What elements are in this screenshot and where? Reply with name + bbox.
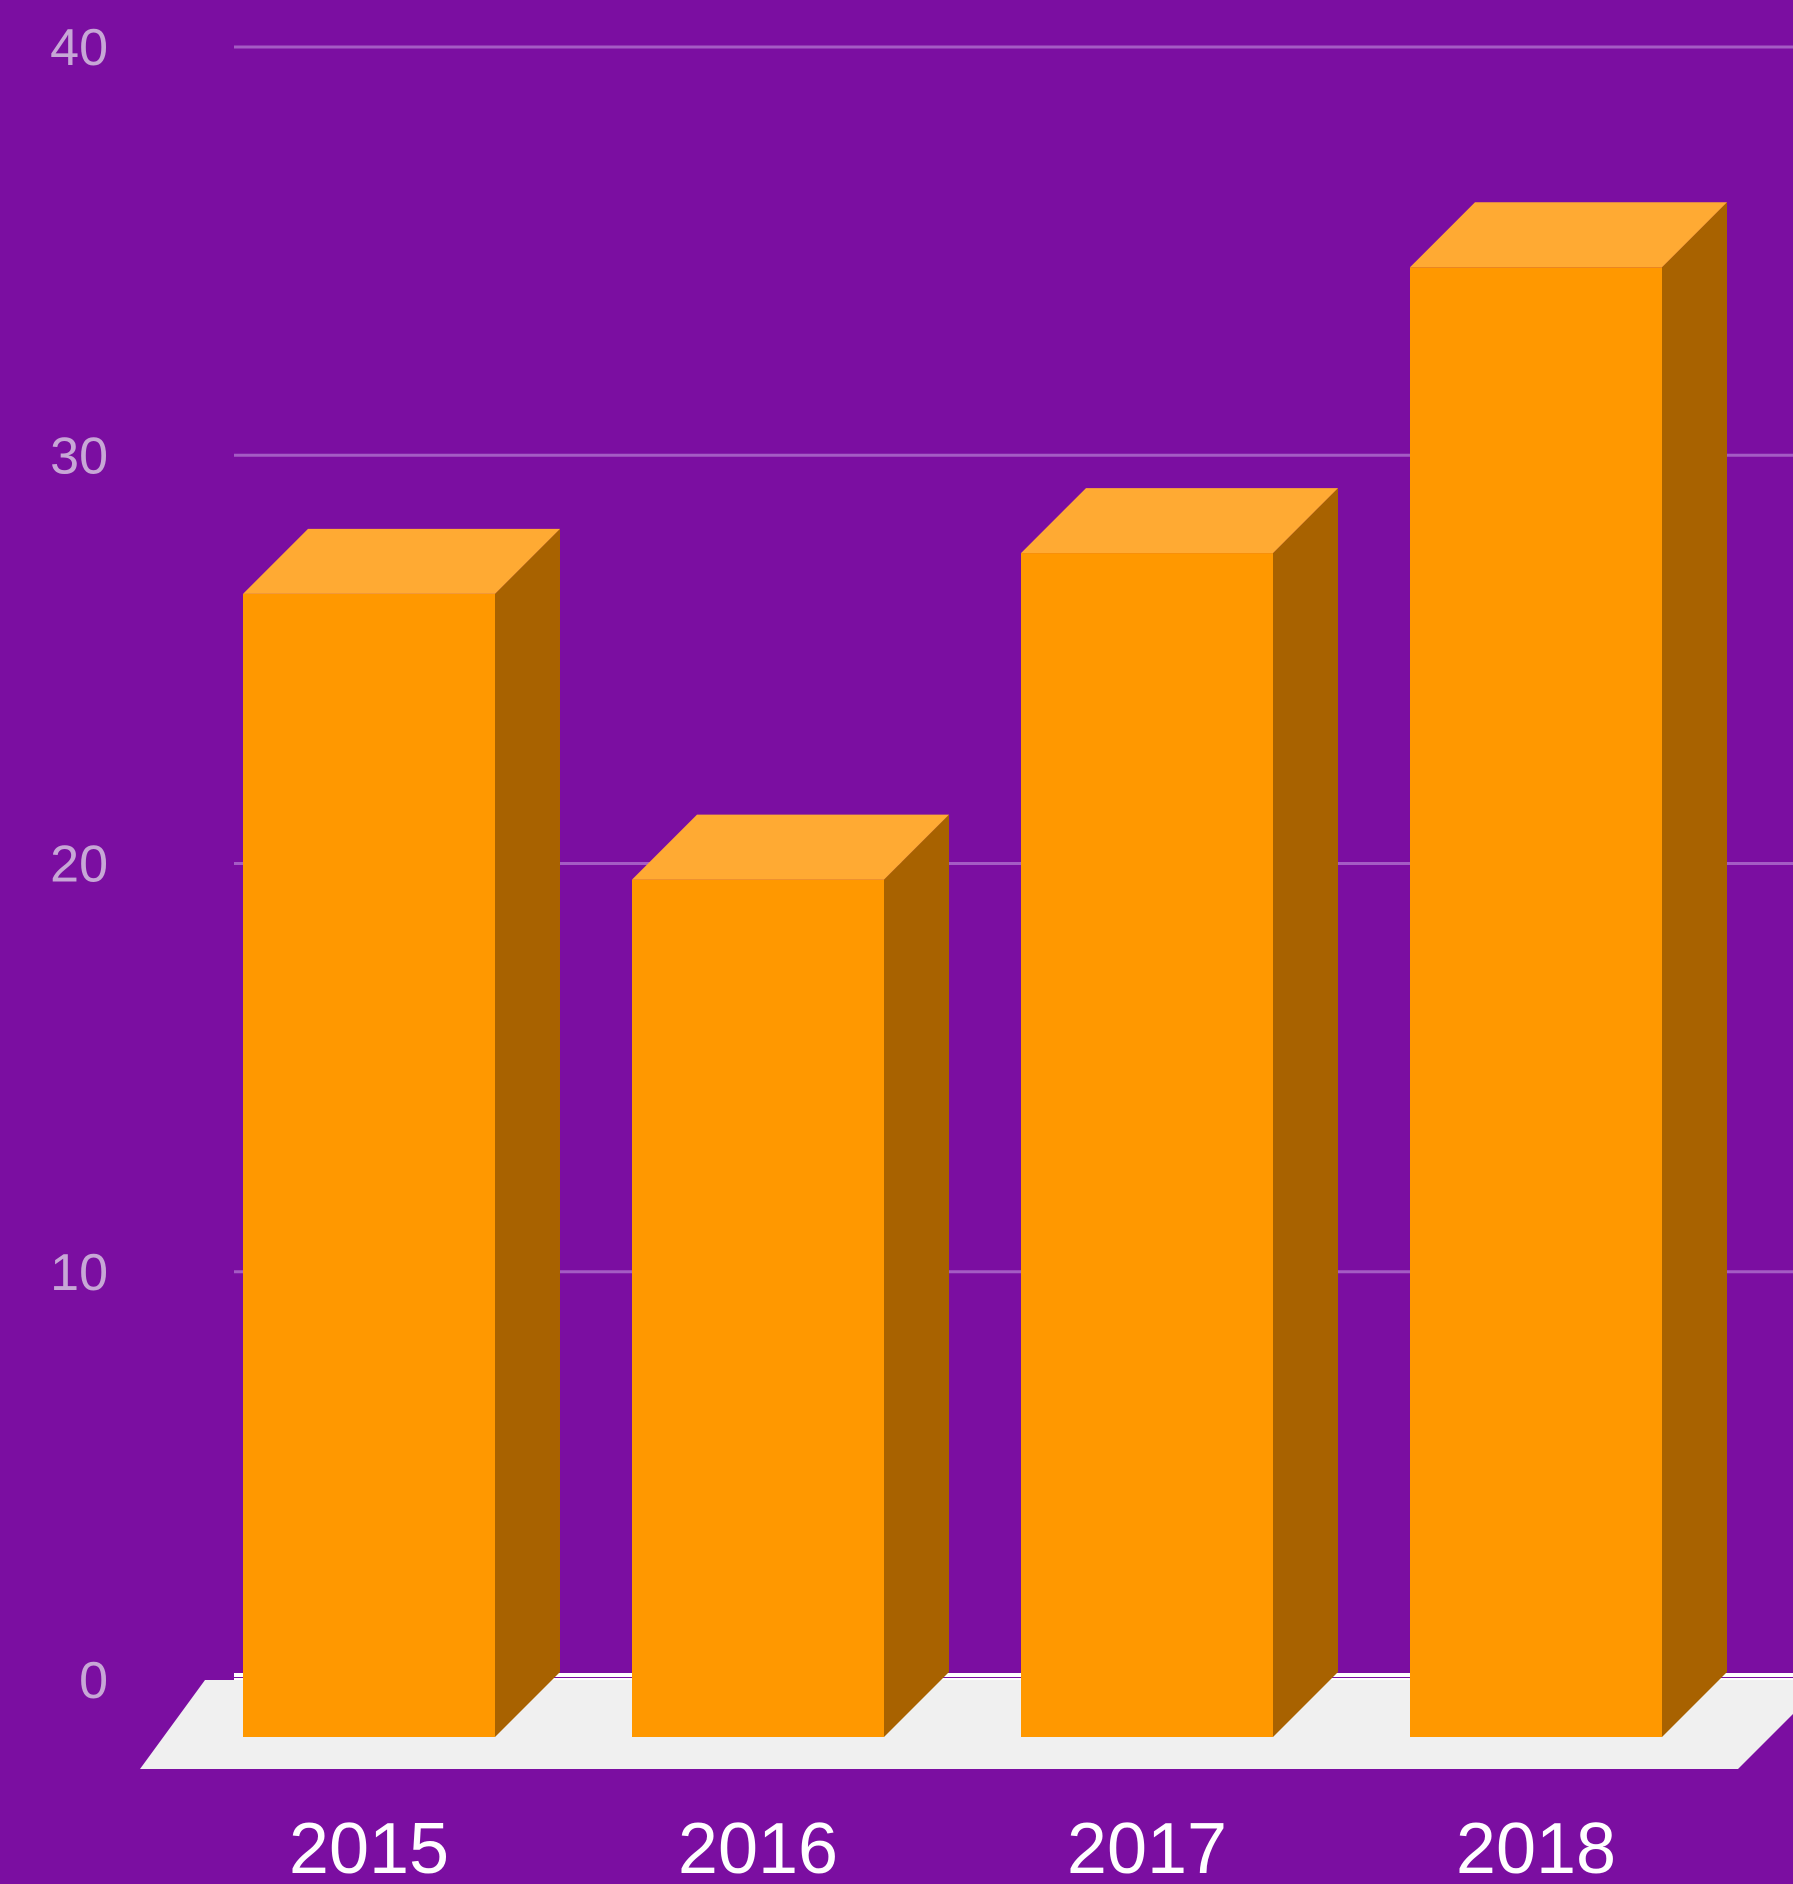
x-tick-label: 2016 [678, 1809, 838, 1879]
bar-2017 [1021, 488, 1338, 1738]
y-tick-label: 0 [79, 1652, 108, 1710]
bar-2015 [243, 528, 560, 1737]
x-tick-label: 2015 [289, 1809, 449, 1879]
chart-floor [140, 1680, 1793, 1769]
bar-side-2018 [1662, 202, 1727, 1737]
x-tick-label: 2018 [1456, 1809, 1616, 1879]
bar-front-2016 [632, 879, 884, 1737]
y-axis: 0 10 20 30 40 [50, 19, 108, 1710]
bar-top-2015 [243, 528, 560, 594]
y-tick-label: 10 [50, 1244, 108, 1302]
y-tick-label: 40 [50, 19, 108, 77]
x-tick-label: 2017 [1067, 1809, 1227, 1879]
bar-top-2018 [1410, 202, 1727, 268]
y-tick-label: 30 [50, 427, 108, 485]
bar-top-2017 [1021, 488, 1338, 554]
bar-top-2016 [632, 814, 949, 880]
bar-front-2018 [1410, 267, 1662, 1737]
bar-2018 [1410, 202, 1727, 1737]
x-axis: 2015 2016 2017 2018 [289, 1809, 1616, 1884]
bar-front-2017 [1021, 553, 1273, 1738]
y-tick-label: 20 [50, 836, 108, 894]
bars [243, 202, 1727, 1738]
bar-front-2015 [243, 593, 495, 1737]
bar-side-2017 [1273, 488, 1338, 1738]
bar-side-2015 [495, 528, 560, 1737]
bar-side-2016 [884, 814, 949, 1737]
bar-2016 [632, 814, 949, 1737]
